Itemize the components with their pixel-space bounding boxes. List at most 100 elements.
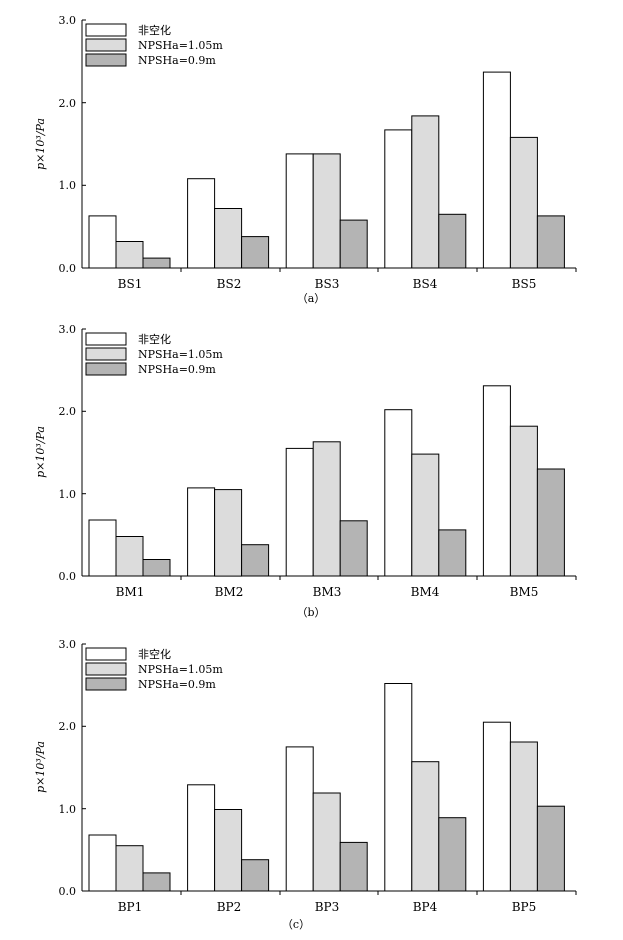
bar-npsha-1-05-bp3 [312,792,341,892]
y-tick-label: 2.0 [59,720,77,733]
bar-non-cavitation-bp2 [187,784,216,892]
bar-non-cavitation-bm1 [88,519,117,577]
legend-label: NPSHa=0.9m [138,678,216,691]
bar-npsha-0-9-bp2 [241,859,270,892]
legend-label: NPSHa=0.9m [138,54,216,67]
bar-non-cavitation-bp4 [384,683,413,892]
chart-panel-c: p×10³/Pa 0.0 1.0 2.0 3.0 BP1 BP2 BP3 BP4… [34,638,577,931]
category-label: BP5 [512,900,537,914]
legend-label: NPSHa=1.05m [138,39,223,52]
category-label: BM3 [313,585,342,599]
category-label: BM5 [510,585,539,599]
bar-npsha-0-9-bs4 [438,213,467,269]
category-label: BS4 [413,277,438,291]
y-tick-label: 3.0 [59,14,77,27]
bar-npsha-0-9-bp5 [536,805,565,892]
y-tick-label: 1.0 [59,803,77,816]
y-tick-label: 2.0 [59,405,77,418]
bar-npsha-1-05-bm1 [115,536,144,577]
bar-npsha-0-9-bs2 [241,236,270,269]
y-axis-label: p×10³/Pa [34,426,47,478]
panel-caption: （c） [282,918,310,931]
category-label: BP4 [413,900,438,914]
category-label: BS2 [217,277,242,291]
bar-npsha-1-05-bs4 [411,115,440,269]
category-label: BP1 [118,900,143,914]
legend: 非空化 NPSHa=1.05m NPSHa=0.9m [85,23,223,67]
bars [88,385,565,577]
bar-npsha-1-05-bs3 [312,153,341,269]
bar-npsha-1-05-bp1 [115,845,144,892]
bars [88,683,565,892]
bar-non-cavitation-bm2 [187,487,216,577]
chart-panel-b: p×10³/Pa 0.0 1.0 2.0 3.0 BM1 BM2 BM3 BM4… [34,323,577,619]
bar-npsha-0-9-bs1 [142,257,171,269]
bar-npsha-1-05-bm3 [312,441,341,577]
bar-npsha-0-9-bp4 [438,817,467,892]
bar-non-cavitation-bm5 [482,385,511,577]
bar-non-cavitation-bs1 [88,215,117,269]
bar-non-cavitation-bs5 [482,71,511,269]
category-label: BP3 [315,900,340,914]
bar-npsha-1-05-bm2 [214,489,243,577]
legend-swatch-npsha-0-9 [85,677,127,691]
bar-non-cavitation-bp5 [482,721,511,892]
bar-npsha-1-05-bs2 [214,208,243,269]
legend: 非空化 NPSHa=1.05m NPSHa=0.9m [85,647,223,691]
bar-npsha-0-9-bs5 [536,215,565,269]
bar-npsha-0-9-bm5 [536,468,565,577]
bar-non-cavitation-bm4 [384,409,413,577]
bar-npsha-1-05-bm4 [411,453,440,577]
bar-npsha-1-05-bp4 [411,761,440,892]
panel-caption: （b） [296,606,325,619]
legend-label: 非空化 [138,23,171,37]
bar-non-cavitation-bs2 [187,178,216,269]
bar-non-cavitation-bp1 [88,834,117,892]
legend-swatch-non-cavitation [85,332,127,346]
bar-npsha-0-9-bp3 [339,841,368,892]
category-label: BM4 [411,585,440,599]
bar-npsha-0-9-bm3 [339,520,368,577]
bar-npsha-0-9-bs3 [339,219,368,269]
bar-npsha-0-9-bm1 [142,559,171,577]
y-tick-label: 0.0 [59,885,77,898]
legend-swatch-npsha-1-05 [85,38,127,52]
legend-swatch-non-cavitation [85,647,127,661]
category-label: BM2 [215,585,244,599]
legend-label: NPSHa=1.05m [138,663,223,676]
y-tick-label: 1.0 [59,179,77,192]
legend-label: NPSHa=1.05m [138,348,223,361]
bar-npsha-1-05-bm5 [509,425,538,577]
bar-npsha-1-05-bs5 [509,136,538,269]
legend-label: NPSHa=0.9m [138,363,216,376]
legend-swatch-non-cavitation [85,23,127,37]
y-tick-label: 1.0 [59,488,77,501]
legend: 非空化 NPSHa=1.05m NPSHa=0.9m [85,332,223,376]
category-label: BS3 [315,277,340,291]
bar-npsha-1-05-bs1 [115,241,144,269]
legend-swatch-npsha-1-05 [85,347,127,361]
bar-npsha-1-05-bp2 [214,809,243,892]
bar-npsha-0-9-bm4 [438,529,467,577]
legend-label: 非空化 [138,647,171,661]
legend-swatch-npsha-1-05 [85,662,127,676]
category-label: BS1 [118,277,143,291]
bar-non-cavitation-bs4 [384,129,413,269]
bar-non-cavitation-bs3 [285,153,314,269]
bar-npsha-0-9-bp1 [142,872,171,892]
chart-panel-a: p×10³/Pa 0.0 1.0 2.0 3.0 BS1 BS2 BS3 BS4… [34,14,577,305]
y-tick-label: 0.0 [59,570,77,583]
category-label: BS5 [512,277,537,291]
y-tick-label: 0.0 [59,262,77,275]
bar-non-cavitation-bp3 [285,746,314,892]
y-tick-label: 2.0 [59,97,77,110]
legend-swatch-npsha-0-9 [85,53,127,67]
legend-swatch-npsha-0-9 [85,362,127,376]
panel-caption: （a） [297,292,326,305]
y-tick-label: 3.0 [59,638,77,651]
category-label: BP2 [217,900,242,914]
y-axis-label: p×10³/Pa [34,741,47,793]
bar-non-cavitation-bm3 [285,447,314,577]
legend-label: 非空化 [138,332,171,346]
bars [88,71,565,269]
